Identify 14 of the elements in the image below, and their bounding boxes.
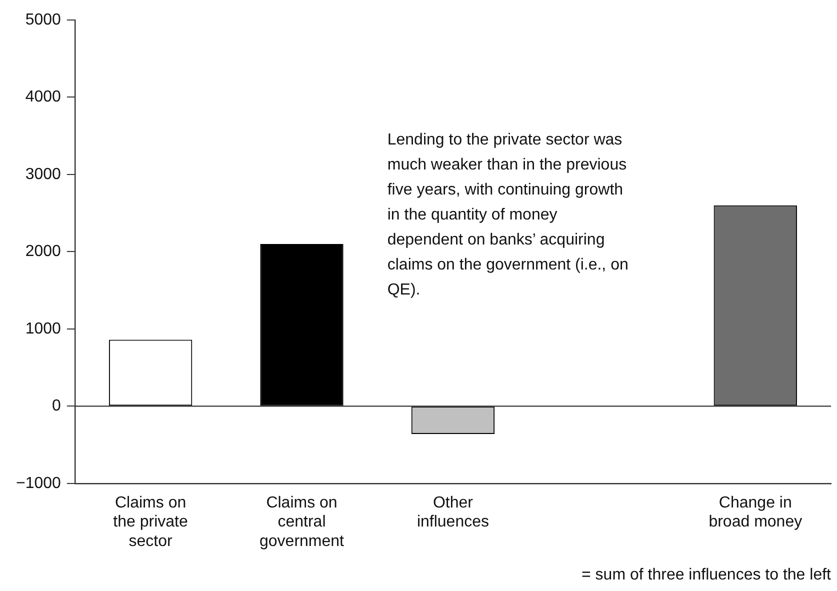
y-tick-label: 0 (52, 398, 62, 415)
y-tick-label: 4000 (25, 88, 62, 106)
y-tick-label: 2000 (25, 243, 62, 260)
annotation: Lending to the private sector was much weaker than in the previous five years, with continuing growth in the quantity of money dependent on banks’ acquiring claims on the government (i.e., on QE). (387, 131, 628, 298)
x-tick-label: Other influences (416, 494, 489, 531)
y-tick-label: 3000 (25, 166, 62, 183)
x-tick-label: Claims on central government (260, 494, 345, 550)
text: = sum of three influences to the left (582, 566, 832, 584)
x-tick-label: Change in broad money (708, 494, 802, 531)
x-tick-label: Claims on the private sector (113, 494, 188, 550)
y-tick-label: 5000 (25, 11, 62, 28)
y-tick-label: −1000 (16, 474, 62, 492)
y-tick-label: 1000 (25, 320, 62, 338)
bar (260, 244, 344, 406)
